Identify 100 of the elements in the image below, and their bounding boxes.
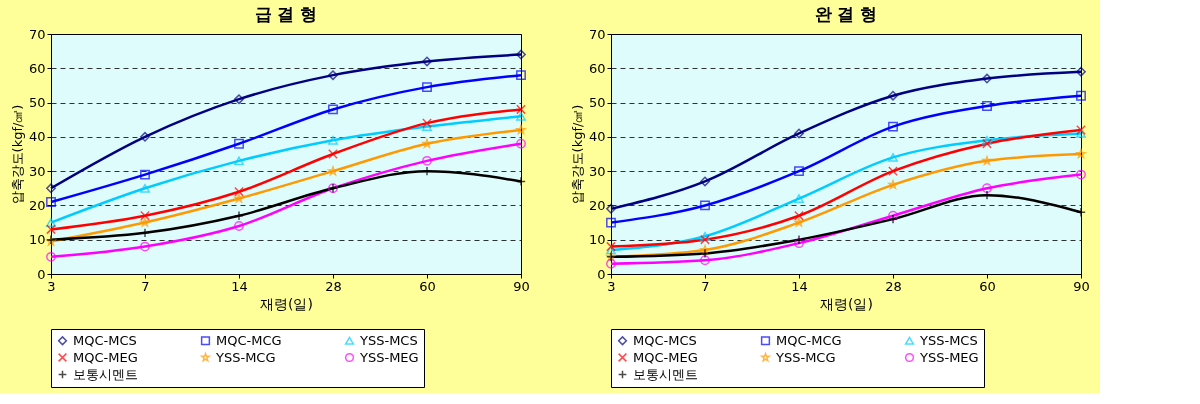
x-tick-label: 90 (513, 278, 530, 294)
x-axis-title: 재령(일) (260, 295, 313, 312)
point (234, 193, 244, 203)
point (1076, 66, 1086, 77)
legend-label: MQC-MCG (216, 332, 282, 348)
point (794, 217, 804, 227)
point (46, 197, 56, 207)
point (328, 70, 338, 81)
y-tick-label: 60 (588, 60, 606, 76)
point (140, 241, 150, 252)
point (234, 221, 244, 231)
x-tick-label: 28 (885, 278, 902, 294)
legend-label: MQC-MCS (633, 332, 697, 348)
point (888, 214, 898, 225)
point (982, 138, 992, 149)
point (794, 128, 804, 139)
point (516, 138, 526, 149)
point (46, 251, 56, 262)
point (794, 210, 804, 221)
legend-label: MQC-MCG (776, 332, 842, 348)
legend-label: YSS-MCG (775, 349, 836, 365)
y-axis-title: 압축강도(kgf/㎠) (9, 104, 25, 205)
point (794, 194, 804, 203)
x-tick-label: 60 (419, 278, 436, 294)
point (46, 218, 56, 227)
point (234, 156, 244, 166)
point (46, 224, 56, 235)
legend-label: 보통시멘트 (73, 366, 138, 382)
point (888, 166, 898, 177)
point (888, 179, 898, 189)
point (606, 203, 616, 214)
y-tick-label: 70 (588, 26, 606, 42)
point (516, 111, 526, 121)
y-tick-label: 30 (28, 163, 46, 179)
x-tick-label: 3 (607, 278, 616, 294)
point (516, 176, 526, 187)
point (234, 94, 244, 105)
y-tick-label: 40 (28, 129, 46, 145)
y-tick-label: 30 (588, 163, 606, 179)
point (982, 135, 992, 145)
point (700, 231, 710, 241)
point (328, 135, 338, 145)
y-tick-label: 70 (28, 26, 46, 42)
point (888, 121, 898, 132)
point (516, 70, 526, 81)
legend-label: YSS-MCS (919, 332, 978, 348)
point (606, 245, 616, 255)
point (888, 153, 898, 162)
point (140, 169, 150, 180)
point (982, 73, 992, 84)
y-tick-label: 60 (28, 60, 46, 76)
point (794, 238, 804, 249)
point (516, 104, 526, 115)
y-tick-label: 10 (28, 232, 46, 248)
y-tick-label: 10 (588, 232, 606, 248)
x-axis-title: 재령(일) (820, 295, 873, 312)
legend-label: YSS-MCG (215, 349, 276, 365)
legend-label: MQC-MEG (633, 349, 698, 365)
point (422, 56, 432, 67)
point (982, 101, 992, 111)
point (700, 176, 710, 187)
chart-title: 급 결 형 (254, 4, 318, 24)
point (700, 255, 710, 266)
point (422, 138, 432, 148)
point (1076, 169, 1086, 180)
legend-label: YSS-MEG (919, 349, 979, 365)
legend-label: YSS-MEG (359, 349, 419, 365)
point (888, 210, 898, 221)
y-tick-label: 20 (588, 197, 606, 213)
y-tick-label: 40 (588, 129, 606, 145)
legend-label: MQC-MCS (73, 332, 137, 348)
point (700, 234, 710, 245)
y-axis-title: 압축강도(kgf/㎠) (569, 104, 585, 205)
point (606, 217, 616, 228)
y-tick-label: 0 (37, 266, 46, 282)
legend-label: YSS-MCS (359, 332, 418, 348)
point (422, 155, 432, 166)
y-tick-label: 50 (588, 95, 606, 111)
point (1076, 90, 1086, 101)
point (234, 138, 244, 149)
point (516, 49, 526, 60)
y-tick-label: 0 (597, 266, 606, 282)
point (982, 183, 992, 194)
chart-title: 완 결 형 (814, 4, 878, 24)
point (140, 183, 150, 193)
point (328, 104, 338, 115)
y-tick-label: 50 (28, 95, 46, 111)
point (982, 155, 992, 165)
point (234, 186, 244, 197)
x-tick-label: 14 (231, 278, 248, 294)
x-tick-label: 90 (1073, 278, 1090, 294)
point (700, 248, 710, 259)
x-tick-label: 60 (979, 278, 996, 294)
x-tick-label: 7 (141, 278, 150, 294)
point (888, 90, 898, 101)
point (140, 131, 150, 142)
point (422, 82, 432, 93)
legend-label: MQC-MEG (73, 349, 138, 365)
x-tick-label: 28 (325, 278, 342, 294)
x-tick-label: 7 (701, 278, 710, 294)
